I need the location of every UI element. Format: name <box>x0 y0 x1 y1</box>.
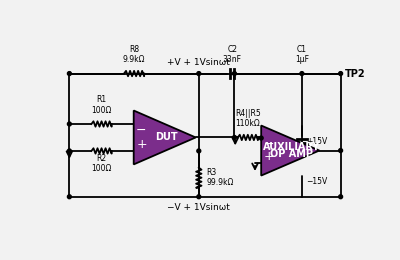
Circle shape <box>339 149 342 152</box>
Text: C1
1μF: C1 1μF <box>295 45 309 64</box>
Circle shape <box>197 72 201 75</box>
Circle shape <box>68 195 71 199</box>
Circle shape <box>259 136 263 140</box>
Polygon shape <box>261 126 319 176</box>
Text: OP AMP: OP AMP <box>270 149 313 159</box>
Polygon shape <box>134 110 196 164</box>
Text: R3
99.9kΩ: R3 99.9kΩ <box>206 168 234 187</box>
Text: AUXILIARY: AUXILIARY <box>263 142 320 152</box>
Text: R8
9.9kΩ: R8 9.9kΩ <box>123 45 145 64</box>
Text: −15V: −15V <box>306 177 327 186</box>
Text: C2
33nF: C2 33nF <box>223 45 242 64</box>
Text: −: − <box>136 124 147 137</box>
Circle shape <box>197 149 201 153</box>
Circle shape <box>197 195 201 199</box>
Text: TP2: TP2 <box>344 69 365 79</box>
Circle shape <box>232 135 236 139</box>
Text: R2
100Ω: R2 100Ω <box>91 154 112 173</box>
Text: +: + <box>264 150 274 163</box>
Text: R1
100Ω: R1 100Ω <box>91 95 112 115</box>
Text: +V + 1Vsinωt: +V + 1Vsinωt <box>167 58 230 67</box>
Circle shape <box>339 72 342 75</box>
Text: +15V: +15V <box>306 137 327 146</box>
Text: DUT: DUT <box>155 132 178 142</box>
Circle shape <box>68 122 71 126</box>
Circle shape <box>232 72 236 75</box>
Text: −V + 1Vsinωt: −V + 1Vsinωt <box>167 203 230 212</box>
Text: R4||R5
110kΩ: R4||R5 110kΩ <box>235 109 261 128</box>
Text: +: + <box>136 138 147 151</box>
Circle shape <box>68 72 71 75</box>
Circle shape <box>300 72 304 75</box>
Circle shape <box>339 195 342 199</box>
Circle shape <box>68 149 71 153</box>
Text: −: − <box>264 138 274 151</box>
